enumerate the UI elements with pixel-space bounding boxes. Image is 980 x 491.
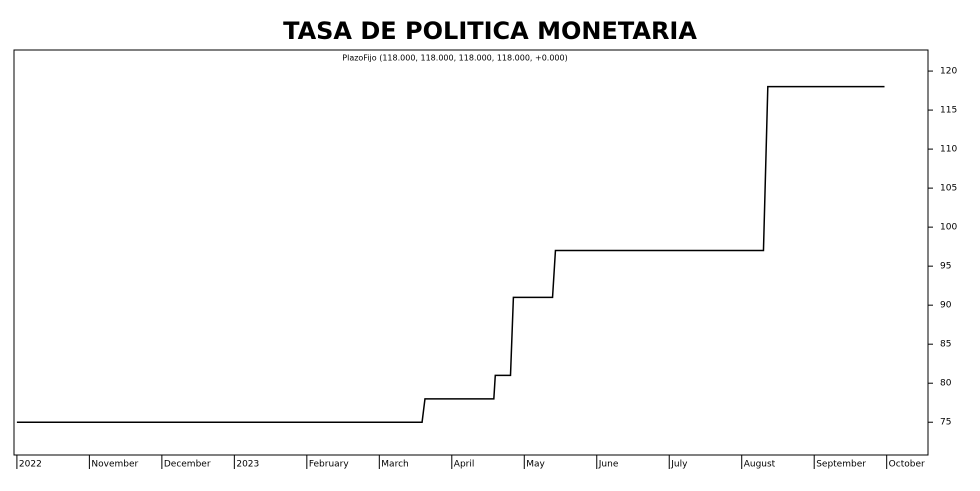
y-tick-label: 85 xyxy=(940,340,951,350)
x-tick-label: June xyxy=(598,460,619,470)
x-tick-label: 2023 xyxy=(236,460,259,470)
chart-title: TASA DE POLITICA MONETARIA xyxy=(283,17,697,45)
plot-frame xyxy=(13,49,929,456)
x-tick-label: December xyxy=(164,460,211,470)
x-tick-label: February xyxy=(309,460,350,470)
y-tick-label: 110 xyxy=(940,145,957,155)
y-tick-label: 105 xyxy=(940,184,957,194)
y-tick-label: 100 xyxy=(940,223,957,233)
y-tick-label: 115 xyxy=(940,106,957,116)
y-tick-label: 120 xyxy=(940,67,957,77)
line-series xyxy=(16,85,885,423)
x-tick-label: July xyxy=(670,460,688,470)
y-tick-label: 75 xyxy=(940,418,951,428)
x-tick-label: March xyxy=(381,460,408,470)
x-tick-label: October xyxy=(889,460,925,470)
x-tick-label: 2022 xyxy=(19,460,42,470)
y-tick-label: 90 xyxy=(940,301,952,311)
x-tick-label: August xyxy=(744,460,776,470)
y-tick-label: 95 xyxy=(940,262,951,272)
y-tick-label: 80 xyxy=(940,379,952,389)
x-tick-label: May xyxy=(526,460,545,470)
chart-subtitle: PlazoFijo (118.000, 118.000, 118.000, 11… xyxy=(342,54,567,63)
x-tick-label: September xyxy=(816,460,866,470)
x-tick-label: November xyxy=(91,460,138,470)
x-tick-label: April xyxy=(454,460,475,470)
